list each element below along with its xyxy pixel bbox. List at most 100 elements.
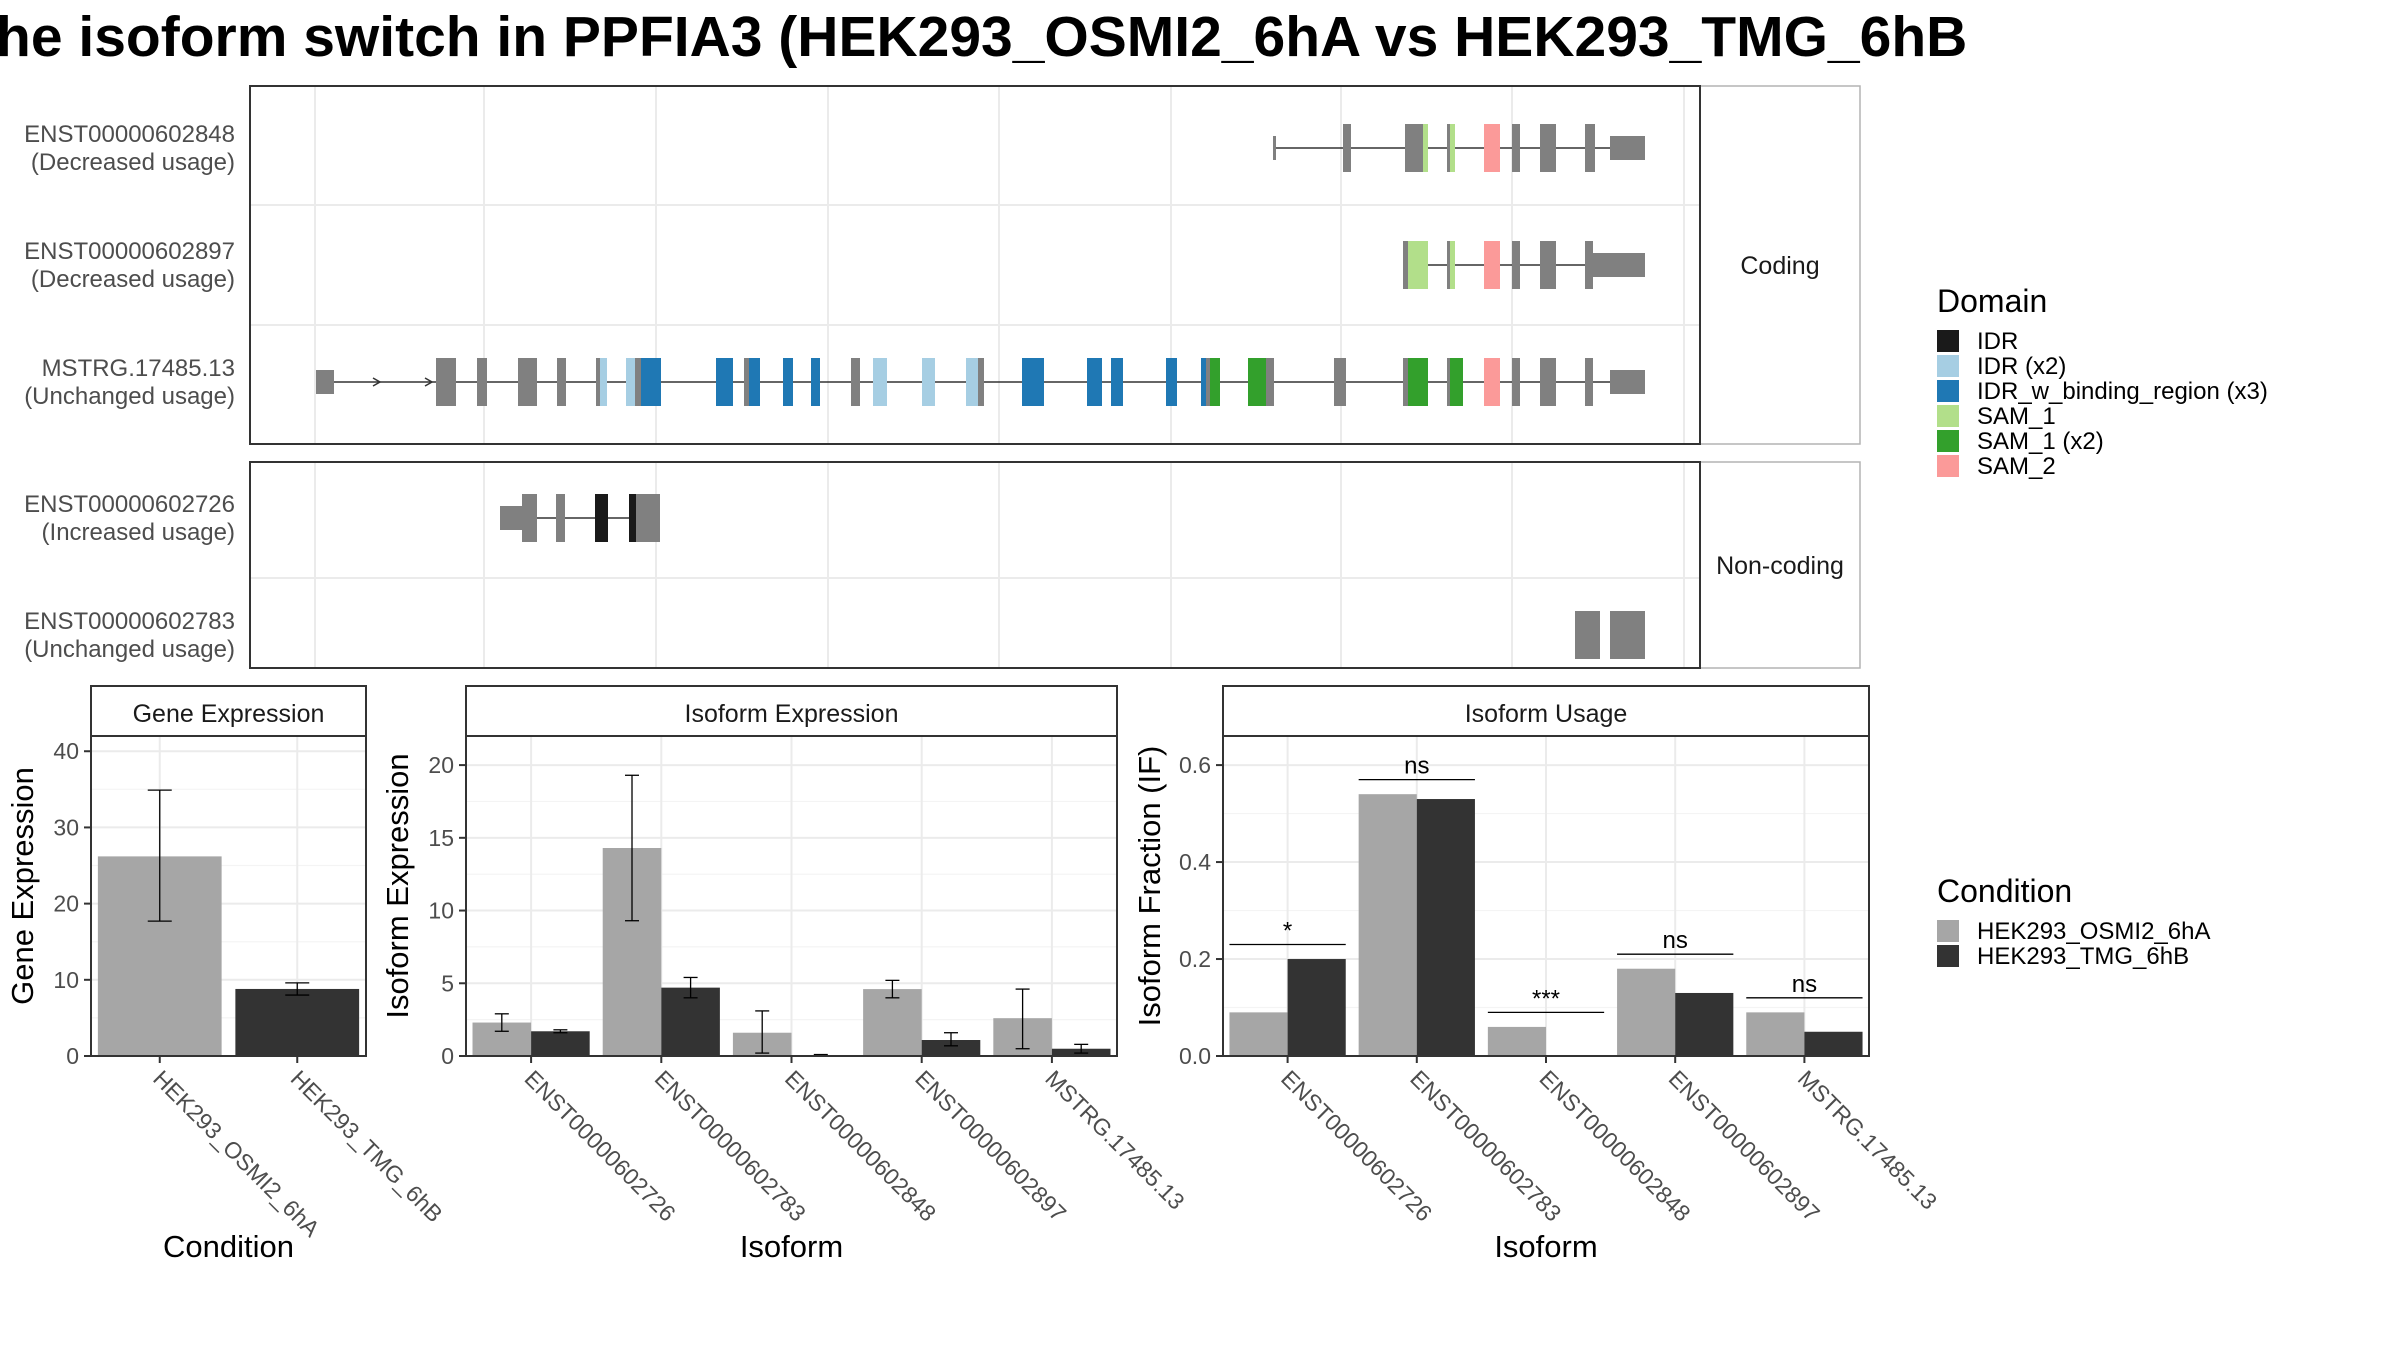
x-tick-label: HEK293_TMG_6hB bbox=[286, 1065, 448, 1227]
chart-2: Isoform Usage0.00.20.40.6ENST00000602726… bbox=[1132, 685, 1942, 1264]
domain-segment bbox=[966, 358, 978, 406]
non-coding-panel: Non-coding bbox=[250, 461, 1861, 669]
legend-label: IDR bbox=[1977, 328, 2018, 355]
y-tick-label: 10 bbox=[428, 898, 454, 924]
y-tick-label: 0 bbox=[66, 1043, 79, 1069]
legend-label: SAM_2 bbox=[1977, 453, 2056, 480]
domain-segment bbox=[600, 358, 607, 406]
domain-segment bbox=[922, 358, 935, 406]
domain-segment bbox=[641, 358, 661, 406]
exon bbox=[440, 358, 456, 406]
y-tick-label: 20 bbox=[428, 752, 454, 778]
transcript-usage-label: (Unchanged usage) bbox=[24, 383, 235, 410]
transcript-3: ENST00000602726(Increased usage) bbox=[24, 491, 660, 546]
exon bbox=[1540, 358, 1556, 406]
legend-swatch bbox=[1937, 920, 1959, 942]
expression-charts: Gene Expression010203040HEK293_OSMI2_6hA… bbox=[5, 685, 1942, 1264]
exon bbox=[1206, 358, 1210, 406]
exon bbox=[596, 358, 600, 406]
exon bbox=[744, 358, 749, 406]
significance-label: ns bbox=[1404, 753, 1429, 780]
exon bbox=[1512, 241, 1520, 289]
bar bbox=[531, 1031, 590, 1056]
exon bbox=[1447, 358, 1450, 406]
bar bbox=[1287, 959, 1346, 1056]
exon bbox=[1403, 358, 1408, 406]
exon bbox=[1334, 358, 1346, 406]
exon bbox=[1585, 241, 1593, 289]
bar bbox=[1675, 992, 1734, 1056]
domain-segment bbox=[1111, 358, 1123, 406]
legend-swatch bbox=[1937, 405, 1959, 427]
exon bbox=[477, 358, 487, 406]
domain-segment bbox=[1450, 124, 1455, 172]
transcript-id-label: ENST00000602783 bbox=[24, 608, 235, 635]
transcript-usage-label: (Unchanged usage) bbox=[24, 636, 235, 663]
significance-label: ns bbox=[1792, 971, 1817, 998]
domain-segment bbox=[1484, 241, 1500, 289]
exon bbox=[1593, 253, 1645, 277]
exon bbox=[518, 358, 537, 406]
facet-strip bbox=[90, 685, 367, 737]
domain-segment bbox=[1423, 124, 1428, 172]
x-axis-label: Isoform bbox=[740, 1229, 843, 1264]
plot-border bbox=[90, 735, 367, 1057]
transcript-id-label: MSTRG.17485.13 bbox=[42, 355, 235, 382]
y-tick-label: 0.2 bbox=[1179, 946, 1211, 972]
exon bbox=[1403, 241, 1408, 289]
legend-label: IDR (x2) bbox=[1977, 353, 2066, 380]
legend-swatch bbox=[1937, 430, 1959, 452]
bar bbox=[661, 987, 720, 1056]
direction-arrow bbox=[424, 377, 434, 387]
domain-segment bbox=[749, 358, 760, 406]
exon bbox=[1610, 370, 1645, 394]
facet-strip bbox=[1699, 461, 1861, 669]
exon bbox=[851, 358, 860, 406]
exon bbox=[522, 494, 537, 542]
exon bbox=[557, 358, 566, 406]
domain-segment bbox=[1166, 358, 1177, 406]
y-tick-label: 0.4 bbox=[1179, 849, 1211, 875]
legend-swatch bbox=[1937, 945, 1959, 967]
y-tick-label: 0.0 bbox=[1179, 1043, 1211, 1069]
significance-label: *** bbox=[1532, 985, 1560, 1012]
significance-label: ns bbox=[1663, 927, 1688, 954]
exon bbox=[556, 494, 565, 542]
y-tick-label: 0 bbox=[441, 1043, 454, 1069]
legend-label: HEK293_OSMI2_6hA bbox=[1977, 918, 2210, 945]
transcript-2: MSTRG.17485.13(Unchanged usage) bbox=[24, 355, 1645, 410]
facet-strip bbox=[465, 685, 1118, 737]
exon bbox=[436, 358, 440, 406]
exon bbox=[1405, 124, 1423, 172]
exon bbox=[1585, 358, 1593, 406]
y-tick-label: 5 bbox=[441, 970, 454, 996]
bar bbox=[1358, 794, 1417, 1056]
domain-segment bbox=[1450, 358, 1463, 406]
facet-strip-label: Non-coding bbox=[1716, 552, 1844, 580]
domain-segment bbox=[595, 494, 608, 542]
transcript-usage-label: (Decreased usage) bbox=[31, 149, 235, 176]
transcript-0: ENST00000602848(Decreased usage) bbox=[24, 121, 1645, 176]
domain-segment bbox=[1484, 124, 1500, 172]
domain-segment bbox=[1450, 241, 1455, 289]
domain-segment bbox=[1484, 358, 1500, 406]
domain-segment bbox=[1408, 241, 1428, 289]
exon bbox=[1343, 124, 1351, 172]
bar bbox=[863, 989, 922, 1056]
exon bbox=[1447, 241, 1450, 289]
chart-1: Isoform Expression05101520ENST0000060272… bbox=[380, 685, 1190, 1264]
panel-title: Isoform Usage bbox=[1465, 700, 1628, 728]
y-axis-label: Gene Expression bbox=[5, 767, 40, 1005]
x-axis-label: Condition bbox=[163, 1229, 294, 1264]
legend-label: SAM_1 bbox=[1977, 403, 2056, 430]
exon bbox=[1540, 241, 1556, 289]
legend-title: Domain bbox=[1937, 283, 2047, 319]
x-tick-label: MSTRG.17485.13 bbox=[1040, 1065, 1189, 1214]
transcript-4: ENST00000602783(Unchanged usage) bbox=[24, 608, 1645, 663]
domain-segment bbox=[1248, 358, 1266, 406]
bar bbox=[1804, 1031, 1863, 1056]
legend-swatch bbox=[1937, 380, 1959, 402]
bar bbox=[1487, 1026, 1546, 1056]
y-tick-label: 0.6 bbox=[1179, 752, 1211, 778]
legend-title: Condition bbox=[1937, 873, 2072, 909]
